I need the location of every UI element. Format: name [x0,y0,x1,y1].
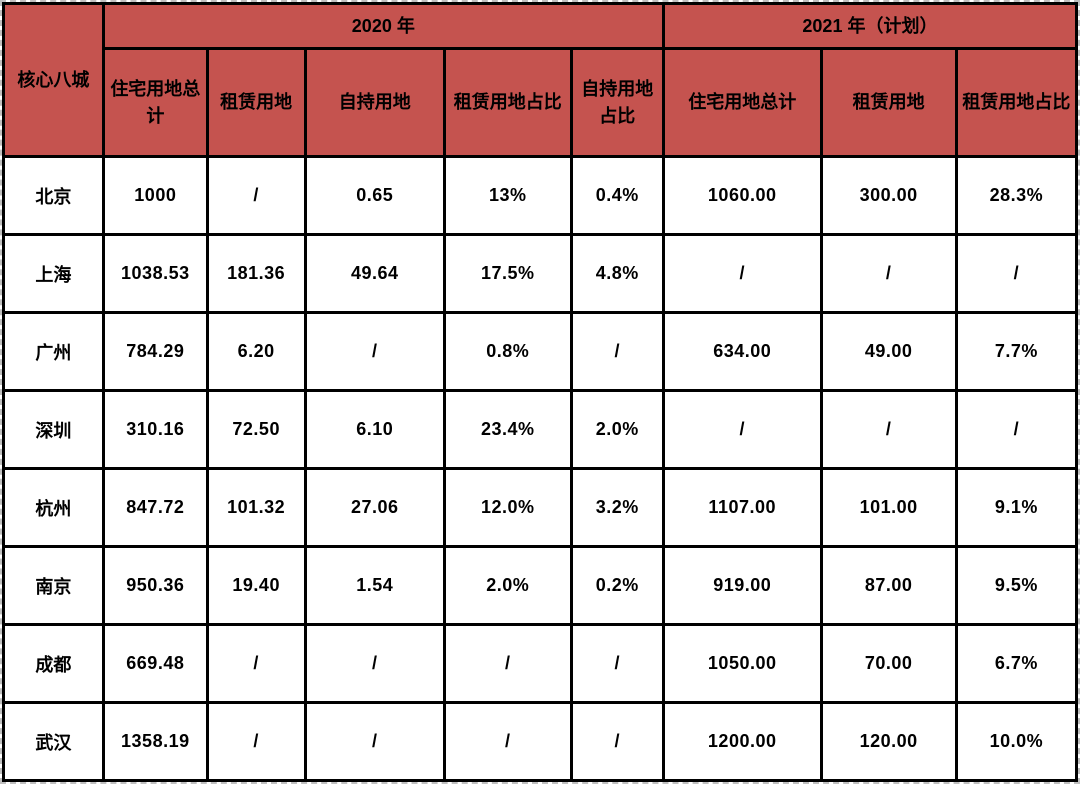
data-cell: 950.36 [101,545,209,626]
data-cell: / [819,233,958,314]
group-header-2021-plan: 2021 年（计划） [661,2,1079,50]
column-header-row: 住宅用地总计 租赁用地 自持用地 租赁用地占比 自持用地占比 住宅用地总计 租赁用地 租赁用地… [4,47,1079,158]
data-cell: 19.40 [205,545,307,626]
data-cell: 310.16 [101,389,209,470]
data-cell: / [442,623,573,704]
data-cell: 0.2% [569,545,665,626]
data-cell: / [205,701,307,782]
data-cell: 784.29 [101,311,209,392]
row-header-city: 武汉 [2,701,105,782]
data-cell: 181.36 [205,233,307,314]
column-header: 自持用地 [303,47,446,158]
data-cell: 1060.00 [661,155,823,236]
table-row: 广州 784.29 6.20/0.8%/634.00 49.00 7.7% [2,311,1079,392]
data-cell: 49.64 [303,233,446,314]
data-cell: / [569,623,665,704]
corner-header: 核心八城 [2,2,105,158]
data-cell: 3.2% [569,467,665,548]
table-row: 深圳 310.16 72.50 6.10 23.4% 2.0% / / / [2,389,1079,470]
data-cell: / [661,389,823,470]
column-header: 租赁用地 [819,47,958,158]
group-header-row: 核心八城 2020 年 2021 年（计划） [2,2,1079,158]
column-header: 租赁用地 [205,47,307,158]
table-row: 北京 1000/0.65 13% 0.4% 1060.00 300.00 28.3% [2,155,1079,236]
column-header: 住宅用地总计 [661,47,823,158]
data-cell: 9.1% [954,467,1079,548]
table-row: 武汉 1358.19// //1200.00 120.00 10.0% [2,701,1079,782]
row-header-city: 南京 [2,545,105,626]
data-cell: / [303,311,446,392]
data-cell: 101.00 [819,467,958,548]
row-header-city: 深圳 [2,389,105,470]
table-row: 杭州 847.72 101.32 27.06 12.0% 3.2% 1107.00 101.0… [2,467,1079,548]
data-cell: 1.54 [303,545,446,626]
data-cell: 847.72 [101,467,209,548]
data-cell: 6.7% [954,623,1079,704]
column-header: 自持用地占比 [569,47,665,158]
data-cell: 10.0% [954,701,1079,782]
data-cell: / [954,389,1079,470]
data-cell: 72.50 [205,389,307,470]
data-cell: 49.00 [819,311,958,392]
row-header-city: 杭州 [2,467,105,548]
row-header-city: 成都 [2,623,105,704]
data-cell: 6.20 [205,311,307,392]
data-cell: / [819,389,958,470]
data-cell: 669.48 [101,623,209,704]
data-cell: 1000 [101,155,209,236]
data-cell: 634.00 [661,311,823,392]
data-cell: 0.8% [442,311,573,392]
data-cell: / [205,623,307,704]
data-cell: 27.06 [303,467,446,548]
data-cell: / [442,701,573,782]
row-header-city: 北京 [2,155,105,236]
data-cell: 12.0% [442,467,573,548]
data-cell: 1050.00 [661,623,823,704]
data-cell: 4.8% [569,233,665,314]
data-cell: 0.4% [569,155,665,236]
row-header-city: 广州 [2,311,105,392]
data-cell: 70.00 [819,623,958,704]
data-cell: 9.5% [954,545,1079,626]
data-cell: 0.65 [303,155,446,236]
data-cell: 17.5% [442,233,573,314]
data-cell: 1358.19 [101,701,209,782]
column-header: 租赁用地占比 [442,47,573,158]
data-cell: 87.00 [819,545,958,626]
data-cell: 300.00 [819,155,958,236]
data-cell: 101.32 [205,467,307,548]
table-row: 南京 950.36 19.40 1.54 2.0% 0.2% 919.00 87.00 9.5% [2,545,1079,626]
data-cell: 1200.00 [661,701,823,782]
table-row: 上海 1038.53 181.36 49.64 17.5% 4.8% / / / [2,233,1079,314]
data-cell: 13% [442,155,573,236]
data-cell: / [661,233,823,314]
data-cell: 1107.00 [661,467,823,548]
column-header: 住宅用地总计 [101,47,209,158]
data-cell: 919.00 [661,545,823,626]
data-cell: 7.7% [954,311,1079,392]
data-cell: / [303,701,446,782]
data-cell: 6.10 [303,389,446,470]
table-body: 北京 1000/0.65 13% 0.4% 1060.00 300.00 28.3% 上海 10… [2,155,1079,782]
data-cell: 1038.53 [101,233,209,314]
group-header-2020: 2020 年 [101,2,665,50]
column-header: 租赁用地占比 [954,47,1079,158]
table-row: 成都 669.48// //1050.00 70.00 6.7% [2,623,1079,704]
data-cell: / [954,233,1079,314]
data-cell: / [569,701,665,782]
data-cell: 23.4% [442,389,573,470]
data-cell: / [569,311,665,392]
data-cell: 120.00 [819,701,958,782]
data-cell: / [205,155,307,236]
data-cell: / [303,623,446,704]
data-cell: 2.0% [442,545,573,626]
row-header-city: 上海 [2,233,105,314]
data-cell: 2.0% [569,389,665,470]
data-cell: 28.3% [954,155,1079,236]
